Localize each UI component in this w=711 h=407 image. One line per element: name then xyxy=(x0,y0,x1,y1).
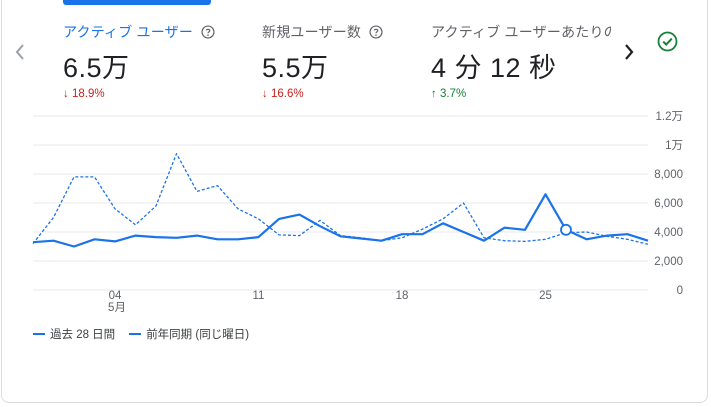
active-tab-indicator xyxy=(63,0,211,5)
metric-engagement-time[interactable]: アクティブ ユーザーあたりの 4 分 12 秒 ↑ 3.7% xyxy=(431,22,611,100)
legend-label-previous: 前年同期 (同じ曜日) xyxy=(146,329,250,341)
help-circle-icon[interactable] xyxy=(201,25,215,39)
chart-legend: 過去 28 日間 前年同期 (同じ曜日) xyxy=(33,326,263,342)
x-tick-sublabel: 5月 xyxy=(108,302,126,314)
metric-title: アクティブ ユーザー xyxy=(63,22,215,42)
chevron-left-icon[interactable] xyxy=(12,40,28,64)
y-tick-label: 4,000 xyxy=(654,227,683,239)
x-tick-label: 25 xyxy=(539,290,552,302)
series-line-current xyxy=(32,193,649,248)
metric-new-users[interactable]: 新規ユーザー数 5.5万 ↓ 16.6% xyxy=(262,22,383,100)
arrow-down-icon: ↓ xyxy=(262,88,268,100)
highlight-point xyxy=(560,223,572,236)
metric-change: ↓ 16.6% xyxy=(262,88,383,100)
metric-active-users[interactable]: アクティブ ユーザー 6.5万 ↓ 18.9% xyxy=(63,22,215,100)
metric-change-value: 3.7% xyxy=(439,88,467,100)
series-line-previous-year xyxy=(32,153,649,245)
legend-item-current[interactable]: 過去 28 日間 xyxy=(33,326,115,342)
arrow-up-icon: ↑ xyxy=(431,88,437,100)
metric-change-value: 16.6% xyxy=(270,88,304,100)
chevron-right-icon[interactable] xyxy=(620,40,638,64)
x-tick-label: 11 xyxy=(253,290,265,302)
metric-title-text: 新規ユーザー数 xyxy=(262,24,362,40)
metric-change: ↑ 3.7% xyxy=(431,88,611,100)
arrow-down-icon: ↓ xyxy=(63,88,69,100)
metric-change: ↓ 18.9% xyxy=(63,88,215,100)
metric-value: 6.5万 xyxy=(63,53,130,83)
x-tick-label: 18 xyxy=(396,290,409,302)
help-circle-icon[interactable] xyxy=(369,25,383,39)
metric-title: アクティブ ユーザーあたりの xyxy=(431,22,611,42)
legend-swatch-dashed xyxy=(129,333,142,335)
legend-swatch-solid xyxy=(33,333,45,335)
metric-title-text: アクティブ ユーザーあたりの xyxy=(431,24,611,40)
y-tick-label: 0 xyxy=(677,285,683,297)
metric-value: 5.5万 xyxy=(262,53,329,83)
legend-item-previous[interactable]: 前年同期 (同じ曜日) xyxy=(129,326,249,342)
y-tick-label: 6,000 xyxy=(654,198,683,210)
y-tick-label: 1.2万 xyxy=(656,111,684,123)
y-tick-label: 2,000 xyxy=(654,256,683,268)
metric-title: 新規ユーザー数 xyxy=(262,22,383,42)
metric-value: 4 分 12 秒 xyxy=(431,53,557,83)
metric-title-text: アクティブ ユーザー xyxy=(63,24,194,40)
metric-change-value: 18.9% xyxy=(71,88,105,100)
y-tick-label: 1万 xyxy=(665,140,683,152)
x-tick-label: 04 xyxy=(109,290,122,302)
legend-label-current: 過去 28 日間 xyxy=(50,329,116,341)
y-tick-label: 8,000 xyxy=(654,169,683,181)
check-circle-icon[interactable] xyxy=(657,31,678,52)
